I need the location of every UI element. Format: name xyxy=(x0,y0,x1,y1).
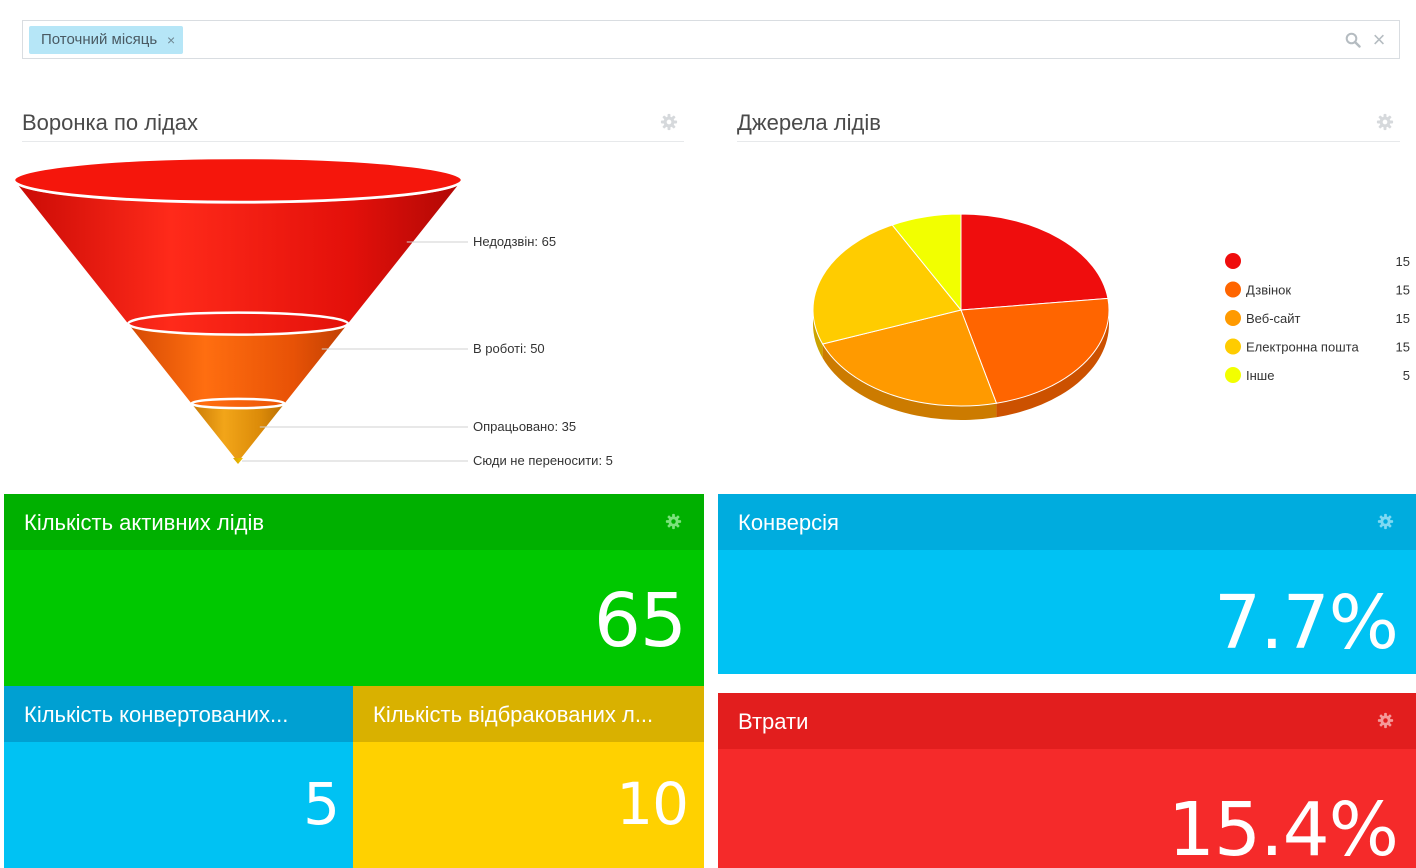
legend-value: 15 xyxy=(1396,254,1410,269)
converted-leads-tile-header xyxy=(4,686,353,742)
active-leads-tile[interactable]: Кількість активних лідів 65 xyxy=(4,494,704,686)
funnel-label: Сюди не переносити: 5 xyxy=(473,453,613,468)
pie-slice-3[interactable] xyxy=(812,224,962,345)
sources-widget-title: Джерела лідів xyxy=(737,110,881,135)
sources-widget-header: Джерела лідів xyxy=(737,102,1400,142)
active-leads-value: 65 xyxy=(593,578,687,664)
legend-label: Інше xyxy=(1246,368,1274,383)
legend-marker xyxy=(1225,367,1241,383)
losses-value: 15.4% xyxy=(1167,787,1399,868)
funnel-label: Опрацьовано: 35 xyxy=(473,419,576,434)
gear-icon[interactable] xyxy=(660,113,678,131)
pie-slice-2[interactable] xyxy=(821,309,998,407)
funnel-stage-edge xyxy=(190,397,286,410)
pie-slice-0[interactable] xyxy=(960,213,1109,311)
active-leads-title: Кількість активних лідів xyxy=(24,510,265,535)
conversion-title: Конверсія xyxy=(738,510,839,535)
funnel-label: В роботі: 50 xyxy=(473,341,545,356)
converted-leads-value: 5 xyxy=(303,770,340,838)
gear-icon[interactable] xyxy=(665,513,682,530)
rejected-leads-value: 10 xyxy=(616,770,689,838)
gear-icon[interactable] xyxy=(1376,113,1394,131)
rejected-leads-tile-header xyxy=(353,686,704,742)
search-icon[interactable] xyxy=(1345,32,1361,48)
filter-bar: Поточний місяць × × xyxy=(22,20,1400,59)
legend-label: Дзвінок xyxy=(1246,283,1291,298)
funnel-top-cap xyxy=(12,156,464,204)
clear-filter-icon[interactable]: × xyxy=(1372,27,1386,52)
funnel-stage-opratsovano[interactable] xyxy=(191,403,285,462)
pie-slice-4[interactable] xyxy=(891,213,962,312)
legend-value: 15 xyxy=(1396,311,1410,326)
legend-marker xyxy=(1225,281,1241,298)
conversion-tile[interactable]: Конверсія 7.7% xyxy=(718,494,1416,674)
gear-icon[interactable] xyxy=(1377,513,1394,530)
conversion-value: 7.7% xyxy=(1214,580,1399,666)
converted-leads-tile[interactable]: Кількість конвертованих... 5 xyxy=(4,686,353,868)
legend-marker xyxy=(1225,338,1241,355)
conversion-tile-body xyxy=(718,550,1416,674)
funnel-stage-siudy-ne-perenosyty[interactable] xyxy=(233,458,243,464)
active-leads-tile-body xyxy=(4,550,704,686)
legend-marker xyxy=(1225,253,1241,269)
legend-label: Електронна пошта xyxy=(1246,340,1359,355)
pie-slice-1[interactable] xyxy=(960,297,1110,404)
funnel-chart: Недодзвін: 65 В роботі: 50 Опрацьовано: 35… xyxy=(12,156,613,468)
filter-search-input[interactable] xyxy=(203,27,1329,53)
conversion-tile-header xyxy=(718,494,1416,550)
filter-tag-current-month[interactable]: Поточний місяць × xyxy=(29,26,184,54)
legend-label: Веб-сайт xyxy=(1246,311,1301,326)
tag-remove-icon[interactable]: × xyxy=(167,32,176,48)
legend-marker xyxy=(1225,310,1241,326)
filter-tag-label: Поточний місяць xyxy=(41,31,158,48)
rejected-leads-tile-body xyxy=(353,742,704,868)
active-leads-tile-header xyxy=(4,494,704,550)
converted-leads-title: Кількість конвертованих... xyxy=(24,702,289,727)
gear-icon[interactable] xyxy=(1377,712,1394,729)
converted-leads-tile-body xyxy=(4,742,353,868)
sources-pie-chart: 15 Дзвінок 15 Веб-сайт 15 Електронна пошта 15 І… xyxy=(812,213,1410,420)
funnel-stage-v-roboti[interactable] xyxy=(128,323,348,409)
losses-tile-body xyxy=(718,749,1416,868)
rejected-leads-tile[interactable]: Кількість відбракованих л... 10 xyxy=(353,686,704,868)
pie-slice-side xyxy=(996,310,1109,418)
pie-slice-side xyxy=(813,310,823,359)
legend-value: 15 xyxy=(1396,340,1410,355)
losses-tile-header xyxy=(718,693,1416,749)
funnel-widget-title: Воронка по лідах xyxy=(22,110,199,135)
rejected-leads-title: Кількість відбракованих л... xyxy=(373,702,654,727)
pie-slice-side xyxy=(822,344,997,420)
losses-title: Втрати xyxy=(738,709,809,734)
funnel-stage-nedodzvin[interactable] xyxy=(14,180,462,335)
legend-value: 5 xyxy=(1403,368,1410,383)
legend-value: 15 xyxy=(1396,283,1410,298)
losses-tile[interactable]: Втрати 15.4% xyxy=(718,693,1416,868)
funnel-stage-edge xyxy=(126,311,350,336)
funnel-label: Недодзвін: 65 xyxy=(473,234,556,249)
funnel-widget-header: Воронка по лідах xyxy=(22,102,684,142)
